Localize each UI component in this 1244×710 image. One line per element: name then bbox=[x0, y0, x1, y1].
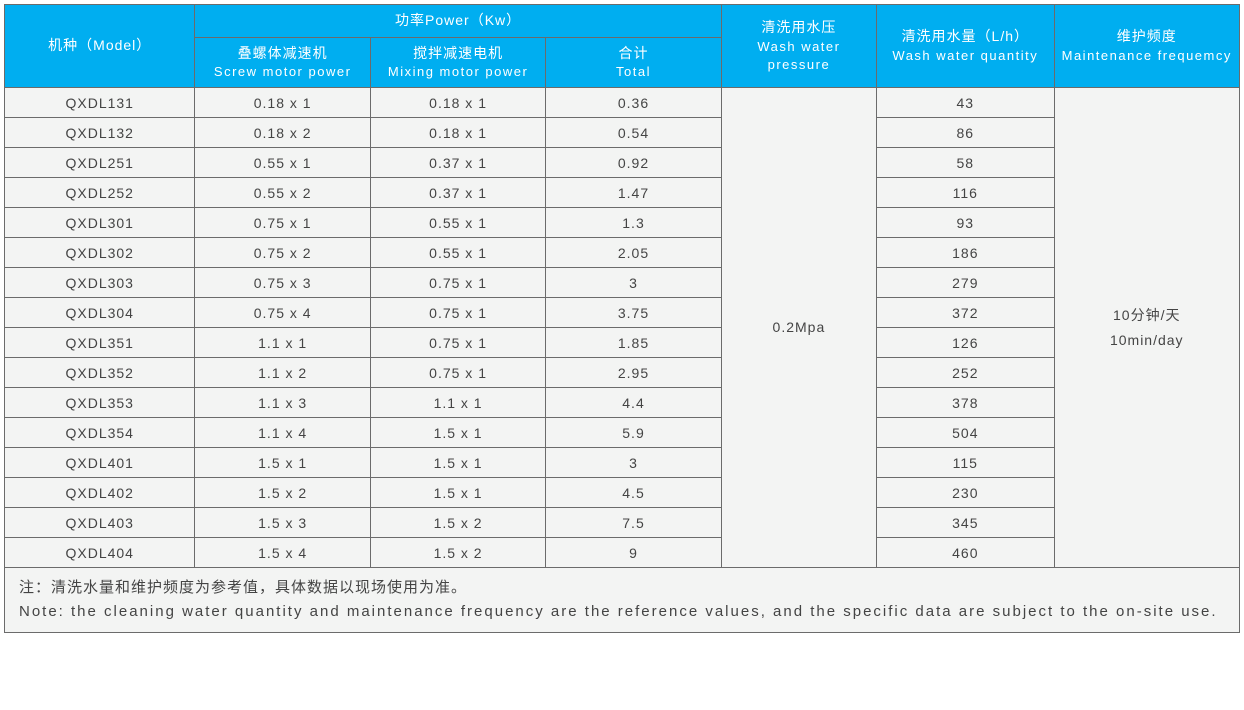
header-screw: 叠螺体减速机 Screw motor power bbox=[195, 37, 370, 88]
mix-cell: 1.5 x 1 bbox=[370, 418, 545, 448]
quantity-cell: 115 bbox=[877, 448, 1054, 478]
mix-cell: 0.75 x 1 bbox=[370, 358, 545, 388]
maintenance-cn: 10分钟/天 bbox=[1057, 303, 1237, 328]
screw-cell: 0.18 x 1 bbox=[195, 88, 370, 118]
quantity-cell: 58 bbox=[877, 148, 1054, 178]
model-cell: QXDL352 bbox=[5, 358, 195, 388]
model-cell: QXDL354 bbox=[5, 418, 195, 448]
screw-cell: 0.75 x 1 bbox=[195, 208, 370, 238]
mix-cell: 0.55 x 1 bbox=[370, 238, 545, 268]
total-cell: 7.5 bbox=[546, 508, 721, 538]
header-model: 机种（Model） bbox=[5, 5, 195, 88]
screw-cell: 1.5 x 2 bbox=[195, 478, 370, 508]
mix-cell: 1.5 x 1 bbox=[370, 478, 545, 508]
note-cell: 注：清洗水量和维护频度为参考值，具体数据以现场使用为准。Note: the cl… bbox=[5, 568, 1240, 633]
mix-cell: 0.75 x 1 bbox=[370, 268, 545, 298]
total-cell: 3 bbox=[546, 448, 721, 478]
quantity-cell: 504 bbox=[877, 418, 1054, 448]
mix-cell: 0.75 x 1 bbox=[370, 298, 545, 328]
mix-cell: 0.75 x 1 bbox=[370, 328, 545, 358]
model-cell: QXDL402 bbox=[5, 478, 195, 508]
quantity-cell: 345 bbox=[877, 508, 1054, 538]
screw-cell: 0.75 x 4 bbox=[195, 298, 370, 328]
total-cell: 0.36 bbox=[546, 88, 721, 118]
model-cell: QXDL353 bbox=[5, 388, 195, 418]
table-row: QXDL1310.18 x 10.18 x 10.360.2Mpa4310分钟/… bbox=[5, 88, 1240, 118]
model-cell: QXDL351 bbox=[5, 328, 195, 358]
total-cell: 1.3 bbox=[546, 208, 721, 238]
header-power: 功率Power（Kw） bbox=[195, 5, 721, 38]
quantity-cell: 372 bbox=[877, 298, 1054, 328]
mix-cell: 1.5 x 2 bbox=[370, 538, 545, 568]
note-row: 注：清洗水量和维护频度为参考值，具体数据以现场使用为准。Note: the cl… bbox=[5, 568, 1240, 633]
total-cell: 2.95 bbox=[546, 358, 721, 388]
screw-cell: 0.75 x 3 bbox=[195, 268, 370, 298]
screw-cell: 0.55 x 2 bbox=[195, 178, 370, 208]
pressure-cell: 0.2Mpa bbox=[721, 88, 876, 568]
model-cell: QXDL132 bbox=[5, 118, 195, 148]
model-cell: QXDL401 bbox=[5, 448, 195, 478]
total-cell: 4.5 bbox=[546, 478, 721, 508]
screw-cell: 1.5 x 3 bbox=[195, 508, 370, 538]
total-cell: 3 bbox=[546, 268, 721, 298]
model-cell: QXDL304 bbox=[5, 298, 195, 328]
quantity-cell: 126 bbox=[877, 328, 1054, 358]
model-cell: QXDL301 bbox=[5, 208, 195, 238]
quantity-cell: 43 bbox=[877, 88, 1054, 118]
screw-cell: 1.1 x 3 bbox=[195, 388, 370, 418]
model-cell: QXDL252 bbox=[5, 178, 195, 208]
note-cn: 注：清洗水量和维护频度为参考值，具体数据以现场使用为准。 bbox=[19, 576, 1225, 600]
screw-cell: 1.1 x 4 bbox=[195, 418, 370, 448]
quantity-cell: 378 bbox=[877, 388, 1054, 418]
mix-cell: 0.18 x 1 bbox=[370, 88, 545, 118]
quantity-cell: 93 bbox=[877, 208, 1054, 238]
screw-cell: 0.75 x 2 bbox=[195, 238, 370, 268]
total-cell: 1.85 bbox=[546, 328, 721, 358]
quantity-cell: 186 bbox=[877, 238, 1054, 268]
screw-cell: 0.18 x 2 bbox=[195, 118, 370, 148]
model-cell: QXDL404 bbox=[5, 538, 195, 568]
total-cell: 1.47 bbox=[546, 178, 721, 208]
screw-cell: 1.5 x 4 bbox=[195, 538, 370, 568]
quantity-cell: 279 bbox=[877, 268, 1054, 298]
table-body: QXDL1310.18 x 10.18 x 10.360.2Mpa4310分钟/… bbox=[5, 88, 1240, 633]
screw-cell: 0.55 x 1 bbox=[195, 148, 370, 178]
maintenance-cell: 10分钟/天10min/day bbox=[1054, 88, 1239, 568]
mix-cell: 1.5 x 1 bbox=[370, 448, 545, 478]
model-cell: QXDL303 bbox=[5, 268, 195, 298]
screw-cell: 1.1 x 2 bbox=[195, 358, 370, 388]
mix-cell: 0.18 x 1 bbox=[370, 118, 545, 148]
spec-table: 机种（Model） 功率Power（Kw） 清洗用水压 Wash water p… bbox=[4, 4, 1240, 633]
screw-cell: 1.1 x 1 bbox=[195, 328, 370, 358]
screw-cell: 1.5 x 1 bbox=[195, 448, 370, 478]
mix-cell: 0.37 x 1 bbox=[370, 148, 545, 178]
model-cell: QXDL251 bbox=[5, 148, 195, 178]
quantity-cell: 86 bbox=[877, 118, 1054, 148]
quantity-cell: 116 bbox=[877, 178, 1054, 208]
total-cell: 2.05 bbox=[546, 238, 721, 268]
total-cell: 4.4 bbox=[546, 388, 721, 418]
header-maintenance: 维护频度 Maintenance frequemcy bbox=[1054, 5, 1239, 88]
mix-cell: 0.55 x 1 bbox=[370, 208, 545, 238]
total-cell: 3.75 bbox=[546, 298, 721, 328]
total-cell: 0.92 bbox=[546, 148, 721, 178]
total-cell: 9 bbox=[546, 538, 721, 568]
model-cell: QXDL131 bbox=[5, 88, 195, 118]
mix-cell: 1.5 x 2 bbox=[370, 508, 545, 538]
total-cell: 0.54 bbox=[546, 118, 721, 148]
mix-cell: 1.1 x 1 bbox=[370, 388, 545, 418]
header-total: 合计 Total bbox=[546, 37, 721, 88]
quantity-cell: 230 bbox=[877, 478, 1054, 508]
maintenance-en: 10min/day bbox=[1057, 328, 1237, 353]
model-cell: QXDL302 bbox=[5, 238, 195, 268]
mix-cell: 0.37 x 1 bbox=[370, 178, 545, 208]
header-pressure: 清洗用水压 Wash water pressure bbox=[721, 5, 876, 88]
quantity-cell: 460 bbox=[877, 538, 1054, 568]
total-cell: 5.9 bbox=[546, 418, 721, 448]
quantity-cell: 252 bbox=[877, 358, 1054, 388]
note-en: Note: the cleaning water quantity and ma… bbox=[19, 600, 1225, 624]
header-quantity: 清洗用水量（L/h） Wash water quantity bbox=[877, 5, 1054, 88]
model-cell: QXDL403 bbox=[5, 508, 195, 538]
header-mix: 搅拌减速电机 Mixing motor power bbox=[370, 37, 545, 88]
